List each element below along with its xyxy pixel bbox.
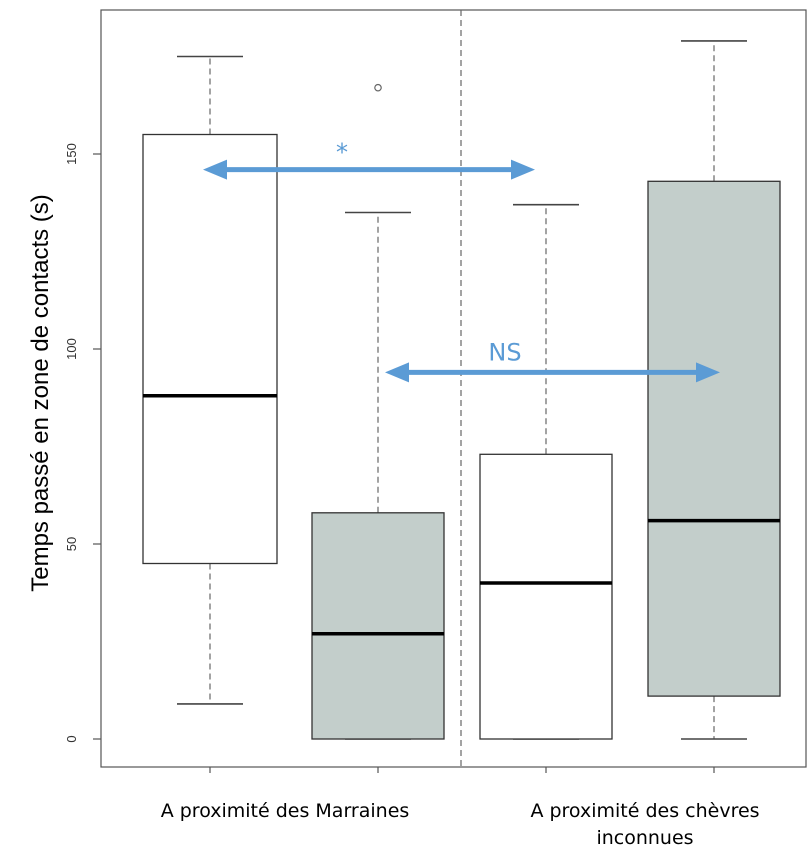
box-3-body (647, 180, 781, 697)
annotation-1-left-head (385, 362, 409, 383)
y-tick-label-150: 150 (64, 143, 79, 165)
annotation-1-label: NS (488, 338, 521, 366)
y-axis: 0 50 100 150 (64, 143, 101, 743)
annotations: * NS (203, 139, 720, 383)
boxes (142, 40, 781, 740)
box-2 (479, 203, 613, 740)
box-2-body (479, 453, 613, 740)
group-label-chevres-inconnues: A proximité des chèvres inconnues (530, 800, 760, 849)
box-0 (142, 55, 278, 705)
annotation-1: NS (385, 338, 720, 383)
box-1 (311, 83, 445, 740)
box-3 (647, 40, 781, 740)
annotation-0-left-head (203, 159, 227, 180)
y-tick-label-100: 100 (64, 338, 79, 360)
group-label-marraines: A proximité des Marraines (160, 800, 410, 822)
annotation-1-right-head (696, 362, 720, 383)
plot-frame (100, 9, 807, 768)
y-axis-label: Temps passé en zone de contacts (s) (27, 194, 54, 592)
annotation-0-right-head (511, 159, 535, 180)
x-axis-ticks (209, 767, 715, 773)
annotation-0: * (203, 139, 535, 180)
annotation-0-label: * (336, 139, 348, 167)
box-1-outlier-0 (374, 83, 382, 92)
box-0-body (142, 133, 278, 565)
box-1-body (311, 512, 445, 740)
y-tick-label-0: 0 (64, 735, 79, 742)
y-tick-label-50: 50 (64, 537, 79, 551)
